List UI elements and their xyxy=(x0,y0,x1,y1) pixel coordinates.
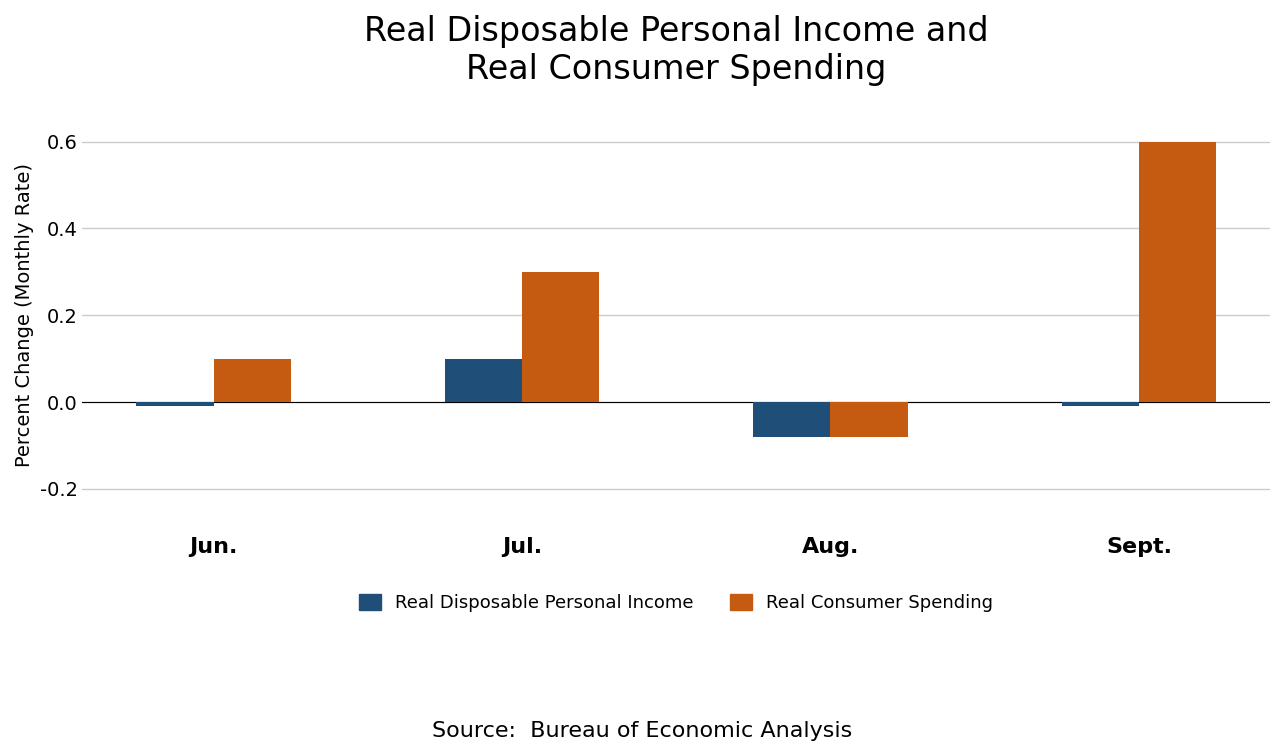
Bar xyxy=(445,359,522,402)
Bar xyxy=(136,402,213,406)
Bar xyxy=(522,272,599,402)
Bar xyxy=(753,402,830,437)
Bar xyxy=(213,359,290,402)
Bar xyxy=(1061,402,1139,406)
Bar xyxy=(830,402,907,437)
Legend: Real Disposable Personal Income, Real Consumer Spending: Real Disposable Personal Income, Real Co… xyxy=(352,587,1000,620)
Bar xyxy=(1139,141,1216,402)
Text: Source:  Bureau of Economic Analysis: Source: Bureau of Economic Analysis xyxy=(432,720,853,740)
Title: Real Disposable Personal Income and
Real Consumer Spending: Real Disposable Personal Income and Real… xyxy=(364,15,988,86)
Y-axis label: Percent Change (Monthly Rate): Percent Change (Monthly Rate) xyxy=(15,163,33,467)
